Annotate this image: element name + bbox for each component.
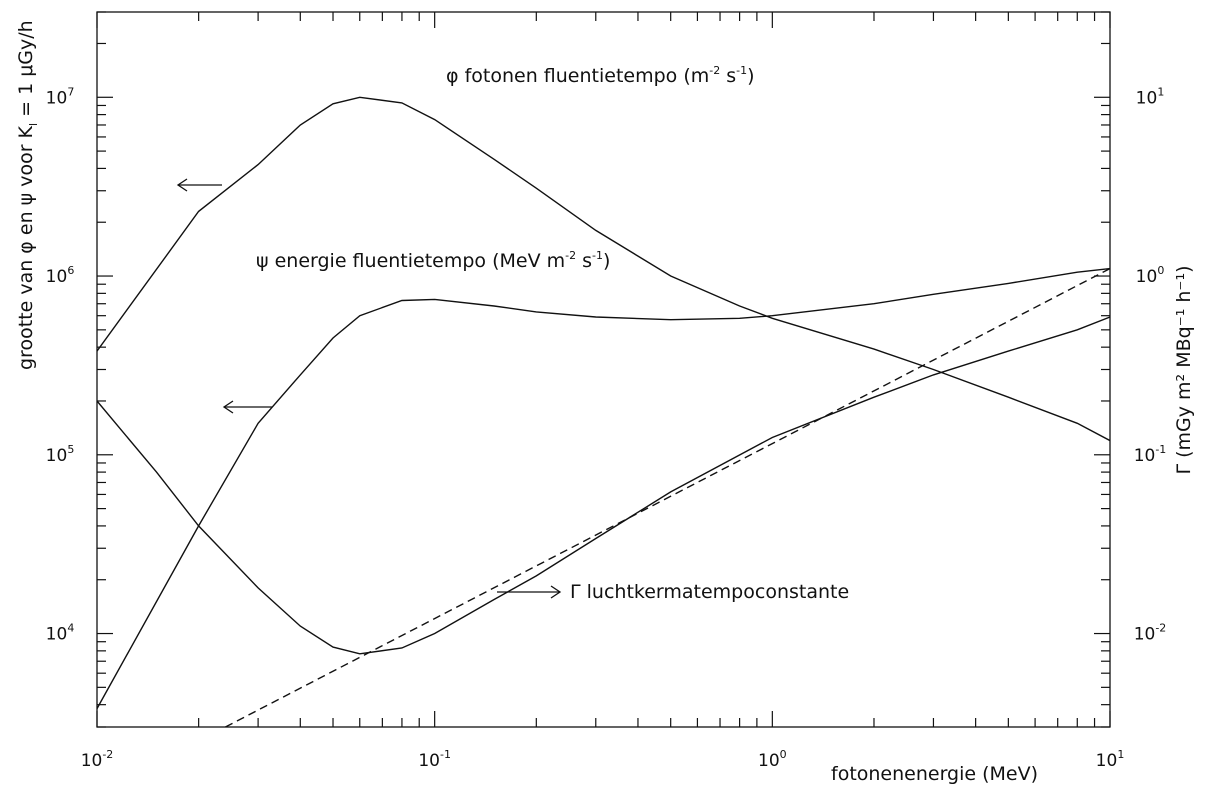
series-group [97, 96, 1110, 727]
y-right-tick-label: 101 [1136, 85, 1165, 108]
y-left-tick-label: 106 [46, 264, 75, 287]
x-tick-label: 101 [1096, 748, 1125, 771]
y-left-tick-label: 107 [46, 85, 75, 108]
annotation-gamma: Γ luchtkermatempoconstante [570, 581, 849, 603]
y-right-tick-label: 10-2 [1134, 622, 1167, 645]
annotation-phi: φ fotonen fluentietempo (m-2 s-1) [446, 64, 755, 87]
arrow-phi-head [176, 178, 188, 192]
tick-labels: 10-2 10-1 100 101 104 105 106 107 10-2 10-1 100 101 [46, 85, 1167, 771]
x-tick-label: 100 [758, 748, 787, 771]
axis-ticks [96, 11, 1111, 728]
arrow-psi-head [222, 400, 234, 414]
y-axis-left-label: grootte van φ en ψ voor Kl = 1 μGy/h [15, 20, 40, 370]
series-arrows [176, 178, 562, 599]
plot-frame [96, 11, 1111, 728]
y-axis-right-label: Γ (mGy m² MBq⁻¹ h⁻¹) [1173, 266, 1195, 475]
x-axis-label: fotonenenergie (MeV) [831, 763, 1038, 785]
series-line-gamma_approx [225, 267, 1110, 727]
series-line-gamma [97, 316, 1110, 655]
x-tick-label: 10-1 [418, 748, 451, 771]
y-right-tick-label: 10-1 [1134, 443, 1167, 466]
y-left-tick-label: 104 [46, 622, 75, 645]
y-left-tick-label: 105 [46, 443, 75, 466]
series-line-phi [97, 96, 1110, 442]
y-right-tick-label: 100 [1136, 264, 1165, 287]
annotation-psi: ψ energie fluentietempo (MeV m-2 s-1) [256, 249, 610, 272]
arrow-gamma-head [550, 585, 562, 599]
series-line-psi [97, 267, 1110, 709]
x-tick-label: 10-2 [81, 748, 114, 771]
